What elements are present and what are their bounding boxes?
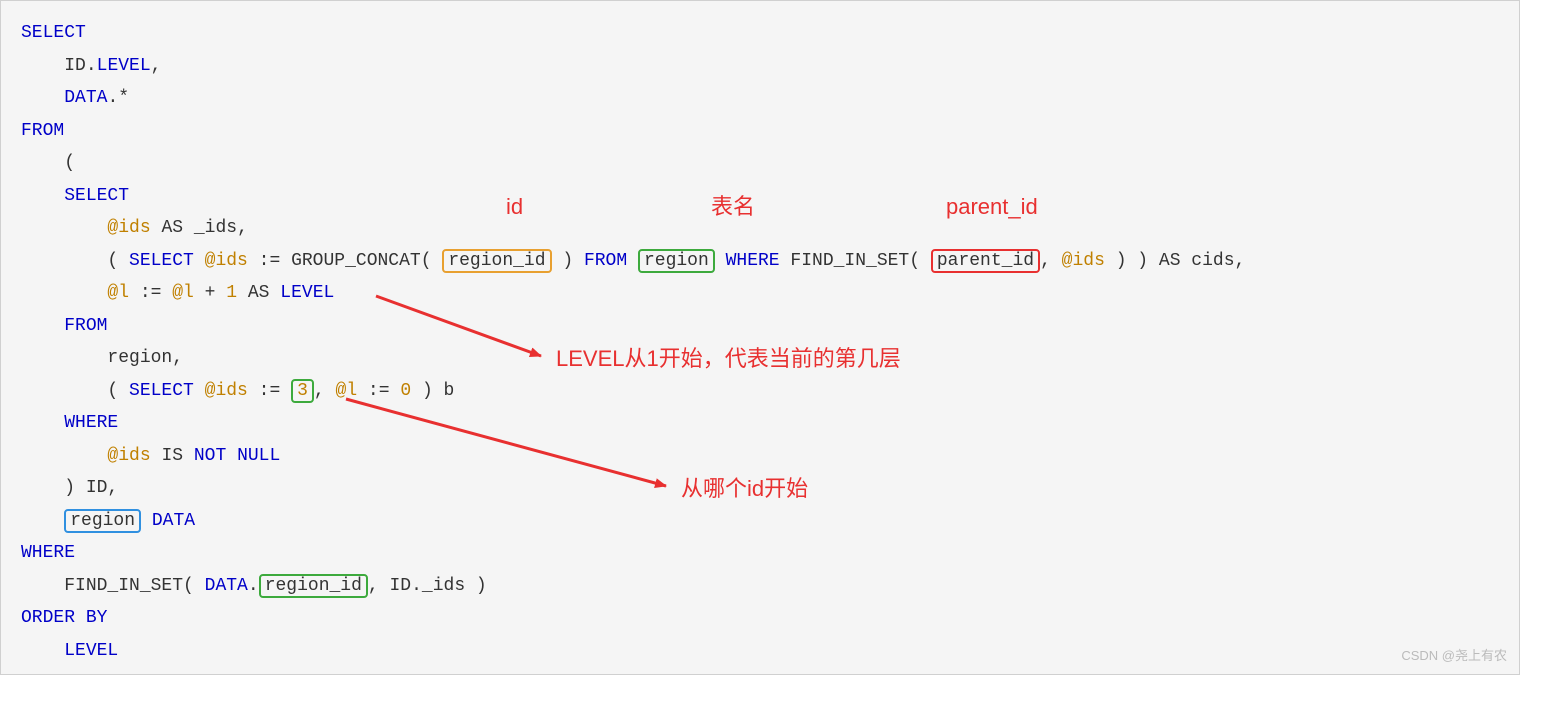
line-1: SELECT bbox=[21, 17, 1499, 50]
box-parent-id: parent_id bbox=[931, 249, 1040, 273]
kw-from: FROM bbox=[21, 121, 64, 141]
line-13: WHERE bbox=[21, 407, 1499, 440]
box-region-bottom: region bbox=[64, 509, 141, 533]
line-17: WHERE bbox=[21, 537, 1499, 570]
watermark: CSDN @尧上有农 bbox=[1401, 640, 1507, 673]
line-12: ( SELECT @ids := 3, @l := 0 ) b bbox=[21, 375, 1499, 408]
anno-level-note: LEVEL从1开始，代表当前的第几层 bbox=[556, 343, 901, 376]
line-10: FROM bbox=[21, 310, 1499, 343]
kw-select: SELECT bbox=[21, 23, 86, 43]
line-2: ID.LEVEL, bbox=[21, 50, 1499, 83]
anno-start-note: 从哪个id开始 bbox=[681, 473, 808, 506]
anno-id: id bbox=[506, 191, 523, 224]
box-region-id-2: region_id bbox=[259, 574, 368, 598]
anno-parent-id: parent_id bbox=[946, 191, 1038, 224]
line-6: SELECT bbox=[21, 180, 1499, 213]
line-16: region DATA bbox=[21, 505, 1499, 538]
line-20: LEVEL bbox=[21, 635, 1499, 668]
line-4: FROM bbox=[21, 115, 1499, 148]
line-9: @l := @l + 1 AS LEVEL bbox=[21, 277, 1499, 310]
line-5: ( bbox=[21, 147, 1499, 180]
line-19: ORDER BY bbox=[21, 602, 1499, 635]
code-block: SELECT ID.LEVEL, DATA.* FROM ( SELECT @i… bbox=[0, 0, 1520, 675]
line-14: @ids IS NOT NULL bbox=[21, 440, 1499, 473]
anno-table: 表名 bbox=[711, 191, 755, 224]
line-18: FIND_IN_SET( DATA.region_id, ID._ids ) bbox=[21, 570, 1499, 603]
box-region-id-1: region_id bbox=[442, 249, 551, 273]
line-3: DATA.* bbox=[21, 82, 1499, 115]
line-7: @ids AS _ids, bbox=[21, 212, 1499, 245]
box-three: 3 bbox=[291, 379, 314, 403]
box-region: region bbox=[638, 249, 715, 273]
line-8: ( SELECT @ids := GROUP_CONCAT( region_id… bbox=[21, 245, 1499, 278]
